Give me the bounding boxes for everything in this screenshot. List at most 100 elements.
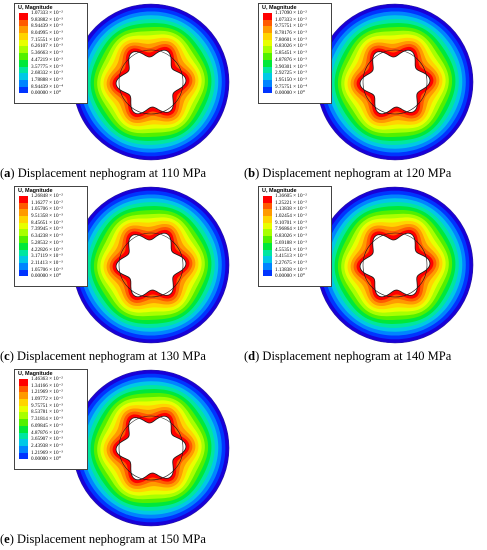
legend-entries: 1.46363 × 10⁻² 1.34166 × 10⁻² 1.21969 × 10… bbox=[31, 376, 63, 463]
legend-swatch bbox=[19, 13, 28, 20]
legend-swatch bbox=[19, 229, 28, 237]
panel-label: b bbox=[248, 166, 256, 180]
legend-value: 1.07333 × 10⁻² bbox=[275, 16, 307, 23]
legend-value: 1.09772 × 10⁻² bbox=[31, 396, 63, 403]
legend-swatch bbox=[19, 405, 28, 413]
color-legend: U, Magnitude 1.17090 × 10⁻² 1.07333 × 10⁻²… bbox=[258, 3, 332, 104]
legend-value: 9.75751 × 10⁻³ bbox=[31, 402, 63, 409]
legend-swatch bbox=[19, 249, 28, 257]
inner-hole bbox=[115, 232, 187, 298]
panel-caption: (c) Displacement nephogram at 130 MPa bbox=[0, 349, 206, 363]
color-legend: U, Magnitude 1.46363 × 10⁻² 1.34166 × 10⁻²… bbox=[14, 369, 88, 470]
legend-swatch bbox=[19, 412, 28, 420]
legend-swatch bbox=[263, 249, 272, 257]
legend-swatch bbox=[263, 202, 272, 210]
legend-swatch bbox=[19, 425, 28, 433]
legend-entries: 1.07333 × 10⁻² 9.83882 × 10⁻³ 8.94439 × 10… bbox=[31, 10, 63, 97]
legend-swatch bbox=[19, 79, 28, 87]
legend-value: 4.22826 × 10⁻³ bbox=[31, 246, 63, 253]
legend-value: 1.95150 × 10⁻³ bbox=[275, 76, 307, 83]
legend-value: 3.90301 × 10⁻³ bbox=[275, 63, 307, 70]
legend-swatch bbox=[19, 269, 28, 277]
legend-value: 2.43938 × 10⁻³ bbox=[31, 442, 63, 449]
legend-swatch bbox=[19, 39, 28, 47]
legend-swatch bbox=[263, 209, 272, 217]
panel-e: U, Magnitude 1.46363 × 10⁻² 1.34166 × 10⁻²… bbox=[0, 366, 243, 549]
legend-swatch bbox=[19, 242, 28, 250]
legend-swatch bbox=[263, 196, 272, 203]
legend-value: 8.45651 × 10⁻³ bbox=[31, 219, 63, 226]
legend-value: 2.92725 × 10⁻³ bbox=[275, 70, 307, 77]
legend-swatch bbox=[19, 202, 28, 210]
legend-title: U, Magnitude bbox=[18, 5, 53, 11]
legend-entries: 1.26848 × 10⁻² 1.16277 × 10⁻² 1.05706 × 10… bbox=[31, 193, 63, 280]
legend-value: 1.25221 × 10⁻² bbox=[275, 199, 307, 206]
legend-swatch bbox=[263, 229, 272, 237]
legend-value: 8.78176 × 10⁻³ bbox=[275, 30, 307, 37]
caption-text: Displacement nephogram at 140 MPa bbox=[262, 349, 452, 363]
legend-value: 7.31814 × 10⁻³ bbox=[31, 416, 63, 423]
legend-value: 4.47219 × 10⁻³ bbox=[31, 56, 63, 63]
color-legend: U, Magnitude 1.26848 × 10⁻² 1.16277 × 10⁻²… bbox=[14, 186, 88, 287]
legend-swatch bbox=[19, 379, 28, 386]
legend-value: 4.55351 × 10⁻³ bbox=[275, 246, 307, 253]
legend-swatch bbox=[19, 256, 28, 263]
panel-a: U, Magnitude 1.07333 × 10⁻² 9.83882 × 10⁻³… bbox=[0, 0, 243, 183]
legend-value: 9.75751 × 10⁻⁴ bbox=[275, 83, 308, 90]
undeformed-outline bbox=[362, 232, 428, 298]
legend-value: 0.00000 × 10⁰ bbox=[31, 90, 61, 97]
color-legend: U, Magnitude 1.36605 × 10⁻² 1.25221 × 10⁻²… bbox=[258, 186, 332, 287]
legend-swatch bbox=[19, 439, 28, 446]
legend-value: 6.83026 × 10⁻³ bbox=[275, 43, 307, 50]
legend-value: 9.10701 × 10⁻³ bbox=[275, 219, 307, 226]
legend-value: 8.94439 × 10⁻³ bbox=[31, 23, 63, 30]
legend-swatch bbox=[263, 39, 272, 47]
legend-value: 5.28532 × 10⁻³ bbox=[31, 239, 63, 246]
legend-swatch bbox=[263, 216, 272, 223]
legend-value: 0.00000 × 10⁰ bbox=[275, 273, 305, 280]
legend-swatch bbox=[19, 445, 28, 453]
legend-value: 3.17119 × 10⁻³ bbox=[31, 253, 63, 260]
legend-value: 8.94439 × 10⁻⁴ bbox=[31, 83, 64, 90]
legend-value: 9.75751 × 10⁻³ bbox=[275, 23, 307, 30]
legend-swatch bbox=[263, 222, 272, 230]
legend-value: 2.68332 × 10⁻³ bbox=[31, 70, 63, 77]
legend-value: 5.69188 × 10⁻³ bbox=[275, 239, 307, 246]
legend-value: 1.21969 × 10⁻³ bbox=[31, 449, 63, 456]
legend-value: 5.36663 × 10⁻³ bbox=[31, 50, 63, 57]
legend-value: 8.53781 × 10⁻³ bbox=[31, 409, 63, 416]
panel-c: U, Magnitude 1.26848 × 10⁻² 1.16277 × 10⁻²… bbox=[0, 183, 243, 366]
nephogram-ring bbox=[72, 369, 230, 527]
legend-swatch bbox=[263, 66, 272, 74]
legend-swatches bbox=[263, 13, 272, 94]
legend-value: 1.78888 × 10⁻³ bbox=[31, 76, 63, 83]
legend-value: 9.83882 × 10⁻³ bbox=[31, 16, 63, 23]
legend-swatch bbox=[19, 222, 28, 230]
panel-d: U, Magnitude 1.36605 × 10⁻² 1.25221 × 10⁻²… bbox=[244, 183, 487, 366]
legend-swatch bbox=[19, 432, 28, 440]
panel-label: a bbox=[4, 166, 11, 180]
legend-value: 7.96864 × 10⁻³ bbox=[275, 226, 307, 233]
legend-entries: 1.36605 × 10⁻² 1.25221 × 10⁻² 1.13838 × 10… bbox=[275, 193, 307, 280]
caption-text: Displacement nephogram at 120 MPa bbox=[262, 166, 452, 180]
caption-text: Displacement nephogram at 130 MPa bbox=[17, 349, 206, 363]
legend-entries: 1.17090 × 10⁻² 1.07333 × 10⁻² 9.75751 × 10… bbox=[275, 10, 307, 97]
legend-swatch bbox=[19, 385, 28, 393]
legend-swatches bbox=[19, 196, 28, 277]
legend-value: 9.51358 × 10⁻³ bbox=[31, 213, 63, 220]
legend-swatch bbox=[19, 392, 28, 400]
legend-swatch bbox=[263, 26, 272, 34]
legend-swatch bbox=[263, 33, 272, 40]
caption-text: Displacement nephogram at 150 MPa bbox=[17, 532, 206, 546]
legend-swatch bbox=[263, 256, 272, 263]
inner-hole bbox=[115, 49, 187, 115]
legend-swatch bbox=[19, 262, 28, 270]
legend-swatch bbox=[19, 452, 28, 460]
legend-swatch bbox=[263, 13, 272, 20]
legend-value: 4.87876 × 10⁻³ bbox=[31, 429, 63, 436]
legend-swatch bbox=[19, 216, 28, 223]
legend-swatches bbox=[263, 196, 272, 277]
legend-value: 3.57775 × 10⁻³ bbox=[31, 63, 63, 70]
legend-value: 1.07333 × 10⁻² bbox=[31, 10, 63, 16]
legend-value: 1.26848 × 10⁻² bbox=[31, 193, 63, 199]
